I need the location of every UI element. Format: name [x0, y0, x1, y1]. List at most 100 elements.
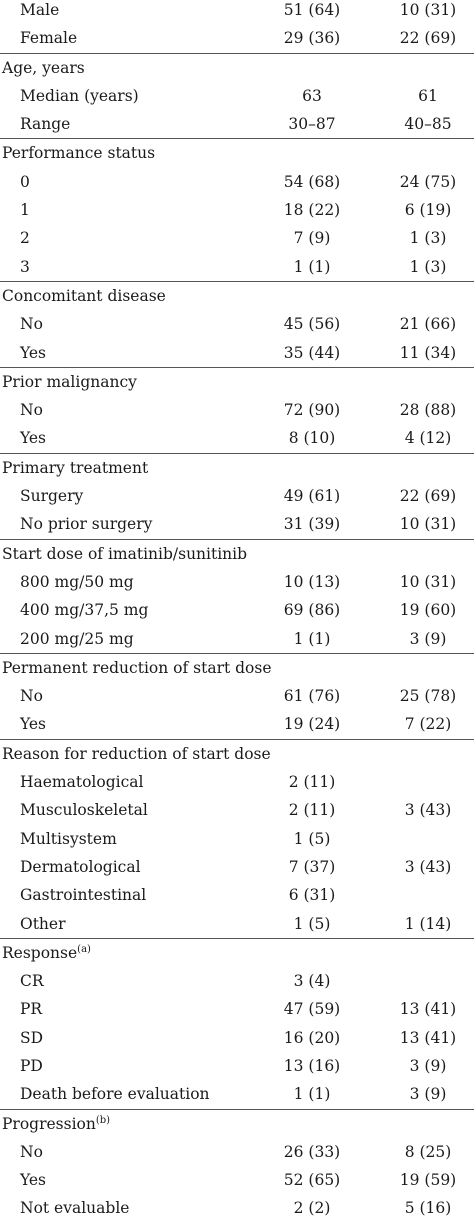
section-label: Age, years: [2, 54, 85, 82]
row-label: Yes: [20, 1166, 46, 1194]
section-header-row: Age, years: [0, 52, 474, 82]
label-text: PR: [20, 1000, 43, 1019]
label-text: Age, years: [2, 58, 85, 77]
table-row: Multisystem 1 (5): [0, 825, 474, 853]
value-group-2: 21 (66): [399, 315, 457, 334]
table-row: Yes 52 (65) 19 (59): [0, 1166, 474, 1194]
value-group-2: 10 (31): [399, 515, 457, 534]
table-row: CR 3 (4): [0, 967, 474, 995]
section-header-row: Primary treatment: [0, 452, 474, 482]
table-row: PD 13 (16) 3 (9): [0, 1052, 474, 1080]
label-text: Concomitant disease: [2, 286, 166, 305]
value-group-1: 7 (9): [293, 229, 331, 248]
section-label: Start dose of imatinib/sunitinib: [2, 540, 247, 568]
row-label: PD: [20, 1052, 43, 1080]
section-label: Response(a): [2, 939, 91, 967]
value-group-2: 1 (3): [409, 229, 447, 248]
section-label: Primary treatment: [2, 454, 148, 482]
value-group-2: [378, 825, 474, 853]
table-row: PR 47 (59) 13 (41): [0, 995, 474, 1023]
table-row: Median (years) 63 61: [0, 82, 474, 110]
value-group-1: 2 (11): [288, 773, 336, 792]
value-group-1: 10 (13): [283, 572, 341, 591]
value-group-2: 25 (78): [399, 687, 457, 706]
row-label: No: [20, 310, 43, 338]
row-label: Yes: [20, 339, 46, 367]
row-label: 200 mg/25 mg: [20, 625, 134, 653]
row-label: CR: [20, 967, 44, 995]
value-group-1: 54 (68): [283, 172, 341, 191]
table-row: Dermatological 7 (37) 3 (43): [0, 853, 474, 881]
label-text: No: [20, 401, 43, 420]
row-label: PR: [20, 995, 42, 1023]
value-group-1: 8 (10): [288, 429, 336, 448]
label-text: Yes: [20, 1171, 47, 1190]
table-row: Yes 35 (44) 11 (34): [0, 339, 474, 367]
table-row: SD 16 (20) 13 (41): [0, 1024, 474, 1052]
value-group-2: 22 (69): [399, 29, 457, 48]
value-group-1: 31 (39): [283, 515, 341, 534]
section-header-row: Performance status: [0, 138, 474, 167]
value-group-2: 4 (12): [404, 429, 452, 448]
section-header-row: Permanent reduction of start dose: [0, 652, 474, 682]
label-text: Other: [20, 914, 66, 933]
value-group-2: 13 (41): [399, 1000, 457, 1019]
label-text: Range: [20, 115, 71, 134]
row-label: Range: [20, 110, 70, 138]
value-group-1: 63: [302, 86, 322, 105]
value-group-2: 24 (75): [399, 172, 457, 191]
row-label: Median (years): [20, 82, 139, 110]
label-text: No: [20, 315, 43, 334]
value-group-1: 30–87: [288, 115, 336, 134]
row-label: 400 mg/37,5 mg: [20, 596, 148, 624]
value-group-2: 3 (43): [404, 801, 452, 820]
value-group-1: 1 (5): [293, 829, 331, 848]
value-group-1: 1 (1): [293, 629, 331, 648]
value-group-1: 2 (2): [293, 1199, 331, 1218]
label-text: Response: [2, 943, 78, 962]
row-label: No: [20, 1138, 43, 1166]
row-label: Other: [20, 910, 66, 938]
label-text: 400 mg/37,5 mg: [20, 601, 149, 620]
row-label: 3: [20, 253, 30, 281]
label-text: Female: [20, 29, 78, 48]
value-group-2: 1 (3): [409, 257, 447, 276]
row-label: Not evaluable: [20, 1194, 129, 1222]
value-group-2: 10 (31): [399, 572, 457, 591]
value-group-2: 3 (9): [409, 1085, 447, 1104]
label-text: CR: [20, 972, 44, 991]
value-group-1: 35 (44): [283, 343, 341, 362]
row-label: Haematological: [20, 768, 143, 796]
value-group-1: 52 (65): [283, 1171, 341, 1190]
label-text: Haematological: [20, 773, 144, 792]
label-text: No: [20, 1142, 43, 1161]
section-header-row: Concomitant disease: [0, 280, 474, 310]
value-group-2: 3 (9): [409, 629, 447, 648]
table-row: Musculoskeletal 2 (11) 3 (43): [0, 796, 474, 824]
label-text: Progression: [2, 1114, 96, 1133]
label-text: Gastrointestinal: [20, 886, 147, 905]
value-group-1: 45 (56): [283, 315, 341, 334]
label-text: Male: [20, 1, 60, 19]
table-row: No 72 (90) 28 (88): [0, 396, 474, 424]
value-group-2: 5 (16): [404, 1199, 452, 1218]
label-text: Yes: [20, 715, 47, 734]
value-group-2: 28 (88): [399, 401, 457, 420]
label-text: 2: [20, 229, 30, 248]
row-label: 0: [20, 168, 30, 196]
label-text: Reason for reduction of start dose: [2, 744, 271, 763]
value-group-1: 69 (86): [283, 601, 341, 620]
value-group-1: 29 (36): [283, 29, 341, 48]
value-group-1: 1 (1): [293, 1085, 331, 1104]
value-group-1: 7 (37): [288, 857, 336, 876]
value-group-1: 51 (64): [283, 1, 341, 19]
table-row: No 26 (33) 8 (25): [0, 1138, 474, 1166]
table-row: No 45 (56) 21 (66): [0, 310, 474, 338]
value-group-2: 19 (59): [399, 1171, 457, 1190]
section-label: Progression(b): [2, 1110, 110, 1138]
section-header-row: Response(a): [0, 937, 474, 967]
table-row: Gastrointestinal 6 (31): [0, 881, 474, 909]
table-row: Haematological 2 (11): [0, 768, 474, 796]
row-label: No prior surgery: [20, 510, 152, 538]
